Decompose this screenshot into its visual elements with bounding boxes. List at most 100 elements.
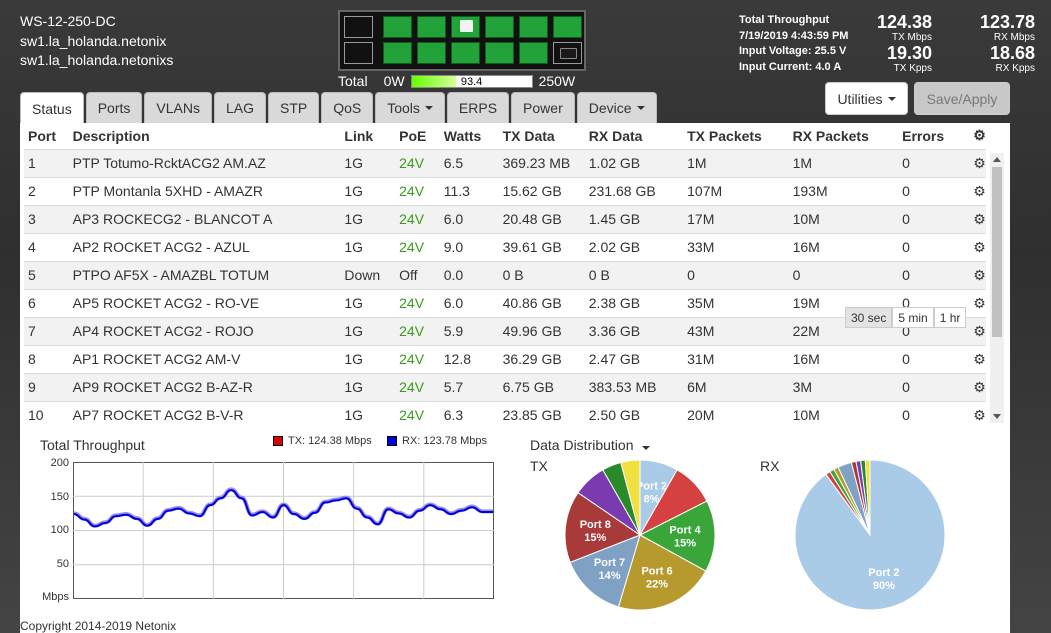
table-row[interactable]: 10 AP7 ROCKET ACG2 B-V-R 1G 24V 6.3 23.85 GB 2… bbox=[24, 400, 986, 429]
tx-packets: 0 bbox=[683, 260, 789, 289]
column-header-errors[interactable]: Errors bbox=[902, 127, 945, 144]
link-status: 1G bbox=[340, 204, 396, 233]
tab-label: QoS bbox=[333, 100, 362, 116]
port-description: PTPO AF5X - AMAZBL TOTUM bbox=[68, 260, 341, 289]
table-row[interactable]: 2 PTP Montanla 5XHD - AMAZR 1G 24V 11.3 15.62… bbox=[24, 176, 986, 205]
port-panel bbox=[338, 10, 586, 71]
column-header-description[interactable]: Description bbox=[72, 127, 150, 144]
time-range-button-30-sec[interactable]: 30 sec bbox=[845, 307, 893, 328]
port-settings-gear-icon[interactable]: ⚙ bbox=[969, 316, 986, 345]
errors: 0 bbox=[898, 372, 970, 401]
utilities-button[interactable]: Utilities bbox=[825, 82, 908, 115]
scroll-up-icon[interactable] bbox=[993, 157, 1001, 162]
tx-packets: 20M bbox=[683, 400, 789, 429]
tab-label: LAG bbox=[225, 100, 254, 116]
tx-data: 39.61 GB bbox=[498, 232, 585, 261]
table-row[interactable]: 6 AP5 ROCKET ACG2 - RO-VE 1G 24V 6.0 40.86 GB… bbox=[24, 288, 986, 317]
tab-device[interactable]: Device bbox=[576, 92, 657, 123]
tx-data: 369.23 MB bbox=[498, 148, 585, 177]
scroll-down-icon[interactable] bbox=[993, 414, 1001, 419]
table-row[interactable]: 1 PTP Totumo-RcktACG2 AM.AZ 1G 24V 6.5 369.23… bbox=[24, 148, 986, 177]
column-header-rx-data[interactable]: RX Data bbox=[588, 127, 643, 144]
tx-mbps-unit: TX Mbps bbox=[891, 32, 932, 43]
rx-kpps-unit: RX Kpps bbox=[995, 63, 1035, 74]
chevron-down-icon bbox=[887, 96, 896, 101]
port-settings-gear-icon[interactable]: ⚙ bbox=[969, 400, 986, 429]
tab-tools[interactable]: Tools bbox=[375, 92, 445, 123]
tab-stp[interactable]: STP bbox=[267, 92, 320, 123]
table-row[interactable]: 8 AP1 ROCKET ACG2 AM-V 1G 24V 12.8 36.29 GB 2.… bbox=[24, 344, 986, 373]
time-range-button-5-min[interactable]: 5 min bbox=[892, 307, 934, 328]
port-indicator[interactable] bbox=[553, 16, 582, 38]
distribution-title[interactable]: Data Distribution bbox=[530, 437, 651, 453]
link-status: 1G bbox=[340, 344, 396, 373]
settings-gear-icon[interactable]: ⚙ bbox=[973, 127, 986, 144]
table-row[interactable]: 9 AP9 ROCKET ACG2 B-AZ-R 1G 24V 5.7 6.75 GB 38… bbox=[24, 372, 986, 401]
rx-kpps-value: 18.68 bbox=[989, 43, 1035, 63]
power-row: Total 0W 93.4 250W bbox=[338, 73, 575, 89]
column-header-watts[interactable]: Watts bbox=[443, 127, 482, 144]
port-indicator[interactable] bbox=[383, 16, 412, 38]
pie-slice-label: Port 8 bbox=[580, 519, 611, 531]
port-indicator[interactable] bbox=[417, 16, 446, 38]
port-indicator[interactable] bbox=[417, 42, 446, 64]
tx-kpps-value: 19.30 bbox=[886, 43, 932, 63]
port-indicator[interactable] bbox=[383, 42, 412, 64]
column-header-poe[interactable]: PoE bbox=[399, 127, 427, 144]
rx-packets: 3M bbox=[788, 372, 899, 401]
sfp-port-indicator[interactable] bbox=[344, 16, 373, 38]
tab-vlans[interactable]: VLANs bbox=[144, 92, 212, 123]
table-scrollbar[interactable] bbox=[990, 153, 1004, 423]
column-header-tx-packets[interactable]: TX Packets bbox=[687, 127, 762, 144]
port-settings-gear-icon[interactable]: ⚙ bbox=[969, 344, 986, 373]
port-indicator[interactable] bbox=[485, 42, 514, 64]
tab-qos[interactable]: QoS bbox=[321, 92, 374, 123]
y-tick-label: 150 bbox=[50, 491, 69, 503]
sfp-port-indicator[interactable] bbox=[553, 42, 582, 64]
tab-erps[interactable]: ERPS bbox=[446, 92, 510, 123]
port-indicator[interactable] bbox=[519, 16, 548, 38]
column-header-port[interactable]: Port bbox=[28, 127, 56, 144]
port-description: AP4 ROCKET ACG2 - ROJO bbox=[68, 316, 341, 345]
port-indicator[interactable] bbox=[451, 42, 480, 64]
rx-packets: 10M bbox=[788, 204, 899, 233]
rx-mbps-value: 123.78 bbox=[979, 12, 1035, 32]
errors: 0 bbox=[898, 204, 970, 233]
tx-packets: 6M bbox=[683, 372, 789, 401]
table-row[interactable]: 3 AP3 ROCKECG2 - BLANCOT A 1G 24V 6.0 20.48 G… bbox=[24, 204, 986, 233]
port-settings-gear-icon[interactable]: ⚙ bbox=[969, 288, 986, 317]
sfp-port-indicator[interactable] bbox=[344, 42, 373, 64]
power-min: 0W bbox=[383, 73, 405, 89]
column-header-link[interactable]: Link bbox=[344, 127, 374, 144]
column-header-rx-packets[interactable]: RX Packets bbox=[792, 127, 869, 144]
pie-slice-percent: 90% bbox=[873, 580, 895, 592]
save-apply-button[interactable]: Save/Apply bbox=[914, 82, 1010, 115]
tab-power[interactable]: Power bbox=[511, 92, 575, 123]
table-row[interactable]: 4 AP2 ROCKET ACG2 - AZUL 1G 24V 9.0 39.61 GB 2… bbox=[24, 232, 986, 261]
tab-lag[interactable]: LAG bbox=[213, 92, 266, 123]
port-description: AP9 ROCKET ACG2 B-AZ-R bbox=[68, 372, 341, 401]
scrollbar-thumb[interactable] bbox=[992, 167, 1002, 337]
table-row[interactable]: 7 AP4 ROCKET ACG2 - ROJO 1G 24V 5.9 49.96 GB 3… bbox=[24, 316, 986, 345]
port-settings-gear-icon[interactable]: ⚙ bbox=[969, 372, 986, 401]
port-indicator[interactable] bbox=[519, 42, 548, 64]
port-indicator[interactable] bbox=[485, 16, 514, 38]
port-settings-gear-icon[interactable]: ⚙ bbox=[969, 148, 986, 177]
time-range-button-1-hr[interactable]: 1 hr bbox=[933, 307, 967, 328]
column-header-tx-data[interactable]: TX Data bbox=[502, 127, 555, 144]
port-number: 10 bbox=[24, 400, 69, 429]
port-settings-gear-icon[interactable]: ⚙ bbox=[969, 232, 986, 261]
tx-packets: 35M bbox=[683, 288, 789, 317]
errors: 0 bbox=[898, 232, 970, 261]
port-settings-gear-icon[interactable]: ⚙ bbox=[969, 204, 986, 233]
tab-status[interactable]: Status bbox=[20, 92, 84, 124]
tx-legend: TX: 124.38 Mbps bbox=[273, 435, 372, 447]
port-settings-gear-icon[interactable]: ⚙ bbox=[969, 260, 986, 289]
status-panel: Port Description Link PoE Watts TX Data RX Dat… bbox=[20, 123, 1010, 633]
port-indicator[interactable] bbox=[451, 16, 480, 38]
port-description: AP7 ROCKET ACG2 B-V-R bbox=[68, 400, 341, 429]
port-settings-gear-icon[interactable]: ⚙ bbox=[969, 176, 986, 205]
rx-data: 1.02 GB bbox=[584, 148, 684, 177]
tab-ports[interactable]: Ports bbox=[85, 92, 143, 123]
